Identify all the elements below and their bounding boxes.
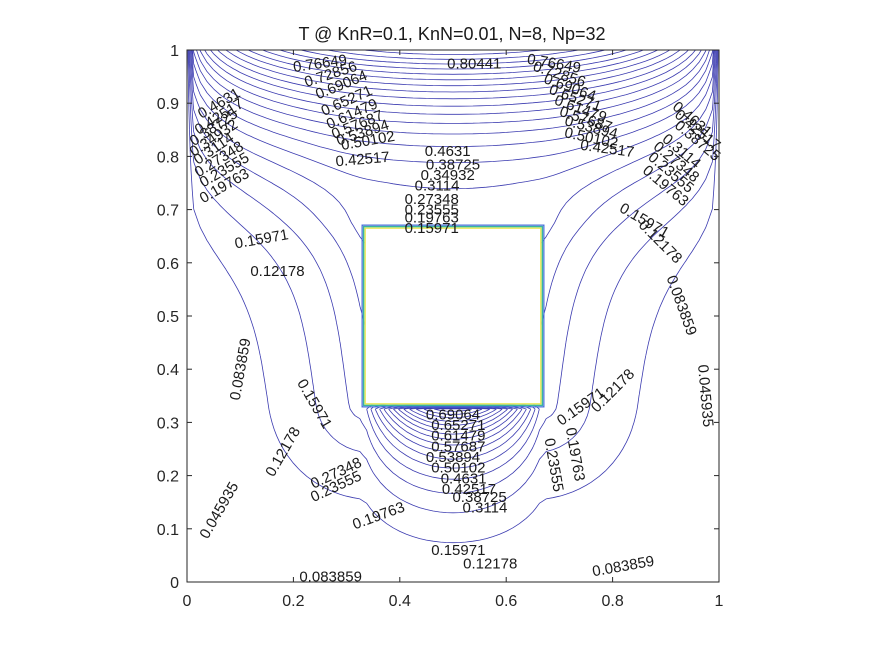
contour-label: 0.4631 [425, 143, 471, 160]
contour-label: 0.34932 [421, 167, 475, 184]
contour-label: 0.083859 [227, 337, 255, 402]
contour-line [236, 49, 670, 415]
contour-label: 0.045935 [196, 479, 242, 542]
contour-label: 0.15971 [293, 376, 335, 431]
contour-line [364, 49, 542, 55]
y-tick-label: 0.4 [157, 362, 179, 379]
contour-label: 0.27348 [405, 191, 459, 208]
contour-label: 0.42517 [335, 149, 391, 171]
contour-label: 0.23555 [405, 202, 459, 219]
contour-line [187, 50, 719, 544]
contour-label: 0.38725 [426, 156, 480, 173]
contour-label: 0.4631 [441, 470, 487, 487]
x-tick-label: 0.4 [389, 593, 411, 610]
contour-label: 0.3114 [415, 178, 460, 195]
contour-line [300, 49, 606, 65]
y-tick-label: 0.7 [157, 203, 179, 220]
contour-label: 0.53894 [426, 449, 480, 466]
inner-square-edge [363, 226, 543, 406]
contour-label: 0.045935 [694, 364, 716, 428]
x-tick-label: 0.8 [601, 593, 623, 610]
contour-label: 0.15971 [431, 542, 485, 559]
y-tick-label: 0 [170, 575, 179, 592]
contour-label: 0.12178 [250, 263, 304, 280]
y-tick-label: 0.8 [157, 149, 179, 166]
contour-label: 0.15971 [405, 220, 459, 237]
contour-label: 0.65271 [431, 417, 485, 434]
y-axis: 0 0.1 0.2 0.3 0.4 0.5 0.6 0.7 0.8 0.9 1 [157, 43, 719, 592]
contour-line [248, 49, 658, 412]
contour-label: 0.61479 [431, 428, 485, 445]
contour-lines [187, 49, 719, 544]
contour-label: 0.42517 [579, 137, 635, 161]
y-tick-label: 0.2 [157, 469, 179, 486]
contour-label: 0.38725 [452, 489, 506, 506]
contour-label: 0.19763 [350, 499, 407, 534]
contour-label: 0.69064 [426, 406, 480, 423]
contour-line [262, 49, 644, 75]
chart-title: T @ KnR=0.1, KnN=0.01, N=8, Np=32 [298, 24, 605, 44]
contour-line [279, 49, 627, 70]
y-tick-label: 1 [170, 43, 179, 60]
contour-label: 0.42517 [442, 481, 496, 498]
inner-square [361, 224, 545, 408]
contour-line [225, 49, 681, 419]
contour-label: 0.57687 [431, 438, 485, 455]
x-tick-label: 0 [183, 593, 192, 610]
contour-label: 0.12178 [463, 555, 517, 572]
y-tick-label: 0.3 [157, 415, 179, 432]
contour-label: 0.3114 [463, 500, 508, 517]
contour-label: 0.50102 [431, 460, 485, 477]
y-tick-label: 0.9 [157, 96, 179, 113]
contour-label: 0.15971 [233, 226, 289, 252]
contour-label: 0.083859 [663, 273, 700, 338]
x-tick-label: 0.6 [495, 593, 517, 610]
x-axis: 0 0.2 0.4 0.6 0.8 1 [183, 50, 724, 610]
contour-label: 0.083859 [299, 569, 362, 586]
inner-square-fill [364, 227, 542, 405]
contour-label: 0.19763 [405, 210, 459, 227]
contour-label: 0.80441 [447, 55, 501, 72]
y-tick-label: 0.5 [157, 309, 179, 326]
inner-square-edge [361, 224, 545, 408]
contour-line [188, 49, 718, 514]
contour-label: 0.19763 [562, 426, 588, 482]
y-tick-label: 0.6 [157, 256, 179, 273]
y-tick-label: 0.1 [157, 522, 179, 539]
contour-line [189, 49, 717, 494]
x-tick-label: 1 [715, 593, 724, 610]
inner-square-edge [364, 227, 542, 405]
x-tick-label: 0.2 [282, 593, 304, 610]
contour-label: 0.083859 [591, 553, 656, 581]
contour-label: 0.12178 [262, 424, 304, 479]
